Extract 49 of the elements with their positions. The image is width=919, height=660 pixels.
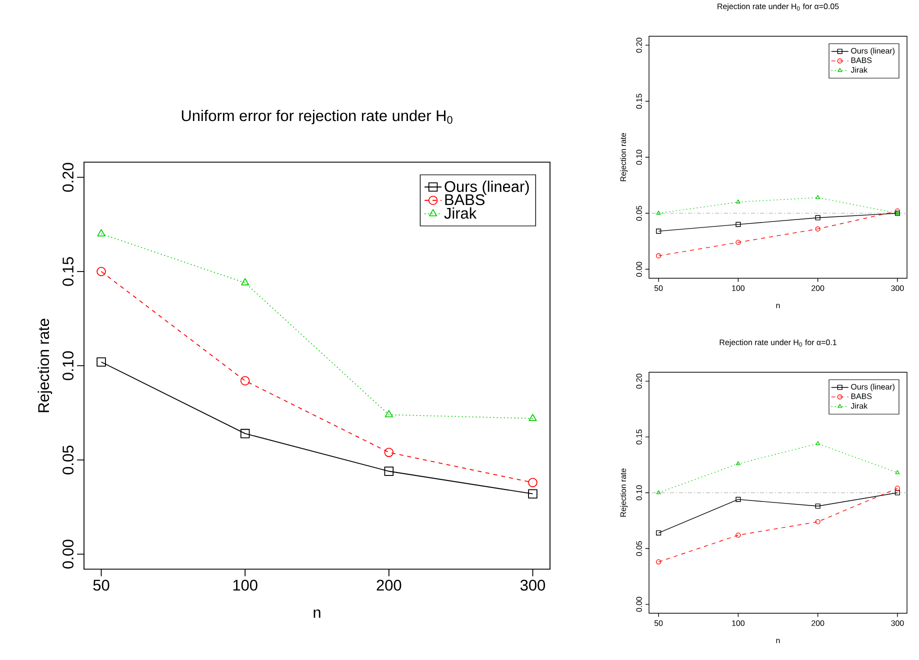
legend-label: BABS bbox=[445, 194, 484, 206]
point bbox=[736, 532, 741, 538]
point bbox=[656, 228, 662, 234]
point bbox=[240, 428, 250, 438]
point bbox=[815, 503, 820, 509]
point bbox=[240, 376, 250, 386]
point bbox=[894, 486, 900, 491]
point bbox=[528, 478, 538, 488]
point bbox=[815, 215, 820, 220]
point bbox=[736, 461, 740, 466]
x-tick-label: 200 bbox=[376, 580, 402, 591]
x-tick-label: 50 bbox=[93, 580, 110, 591]
x-tick-label: 100 bbox=[233, 580, 258, 591]
point bbox=[96, 266, 106, 276]
y-tick-label: 0.00 bbox=[62, 540, 74, 568]
point bbox=[384, 448, 394, 457]
point bbox=[384, 466, 394, 476]
point bbox=[96, 357, 106, 367]
point bbox=[736, 199, 740, 204]
y-tick-label: 0.20 bbox=[62, 162, 74, 192]
point bbox=[528, 489, 538, 498]
point bbox=[736, 240, 741, 245]
point bbox=[894, 490, 900, 496]
point bbox=[736, 222, 741, 227]
point bbox=[656, 530, 662, 536]
y-tick-label: 0.10 bbox=[62, 351, 74, 380]
point bbox=[816, 194, 820, 199]
legend-label: Jirak bbox=[444, 207, 477, 219]
legend-label: Ours (linear) bbox=[444, 180, 529, 195]
point bbox=[656, 253, 662, 258]
point bbox=[656, 559, 662, 564]
y-tick-label: 0.15 bbox=[62, 257, 74, 286]
point bbox=[736, 496, 741, 502]
point bbox=[815, 226, 820, 232]
chart-title: Uniform error for rejection rate under H$_{0}$ bbox=[182, 110, 452, 124]
point bbox=[241, 278, 250, 286]
point bbox=[528, 414, 537, 421]
point bbox=[97, 229, 106, 236]
point bbox=[384, 410, 394, 418]
point bbox=[894, 208, 900, 214]
x-axis-title: n bbox=[314, 609, 320, 618]
point bbox=[656, 210, 661, 215]
point bbox=[816, 440, 820, 445]
y-axis-title: Rejection rate bbox=[38, 318, 52, 412]
point bbox=[815, 519, 820, 524]
point bbox=[656, 490, 661, 494]
x-tick-label: 300 bbox=[520, 580, 546, 591]
point bbox=[895, 470, 900, 474]
y-tick-label: 0.05 bbox=[62, 445, 74, 474]
